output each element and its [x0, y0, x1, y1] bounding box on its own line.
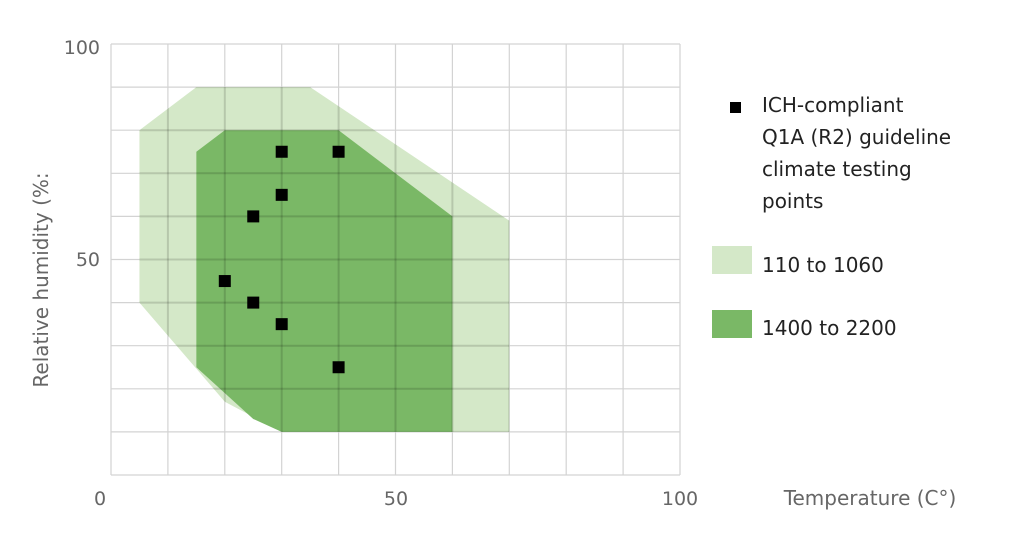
- legend-points-marker: [730, 102, 741, 113]
- data-point-6: [247, 296, 260, 309]
- x-tick-0: 0: [94, 488, 106, 510]
- data-point-2: [332, 145, 345, 158]
- x-tick-100: 100: [662, 488, 698, 510]
- regions: [139, 87, 510, 432]
- data-point-5: [218, 275, 231, 288]
- y-tick-50: 50: [76, 249, 100, 271]
- legend-region2-swatch: [712, 310, 752, 338]
- legend-region2-label: 1400 to 2200: [762, 316, 897, 340]
- y-axis-title: Relative humidity (%:: [29, 172, 53, 387]
- y-tick-100: 100: [64, 37, 100, 59]
- legend: ICH-compliant Q1A (R2) guideline climate…: [712, 93, 951, 340]
- x-tick-50: 50: [384, 488, 408, 510]
- data-point-8: [332, 361, 345, 374]
- x-axis-title: Temperature (C°): [783, 486, 957, 510]
- legend-region1-label: 110 to 1060: [762, 253, 884, 277]
- legend-region1-swatch: [712, 246, 752, 274]
- data-point-7: [275, 318, 288, 331]
- legend-points-line-4: points: [762, 189, 823, 213]
- data-points: [218, 145, 345, 374]
- data-point-1: [275, 145, 288, 158]
- data-point-4: [247, 210, 260, 223]
- legend-points-line-3: climate testing: [762, 157, 912, 181]
- legend-points-line-2: Q1A (R2) guideline: [762, 125, 951, 149]
- region-2: [196, 130, 453, 432]
- data-point-3: [275, 188, 288, 201]
- legend-points-line-1: ICH-compliant: [762, 93, 904, 117]
